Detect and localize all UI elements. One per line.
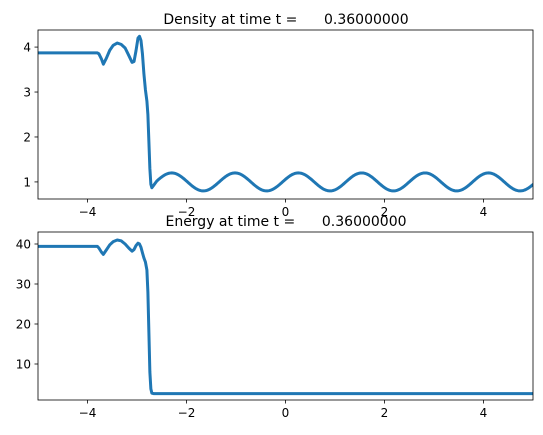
energy-y-tick-label: 10 [16,358,31,372]
density-y-tick-label: 4 [23,41,31,55]
density-series-line [38,34,533,193]
energy-x-tick-label: −2 [178,406,196,420]
energy-y-tick-label: 20 [16,318,31,332]
density-x-tick-label: 2 [381,205,389,219]
energy-title: Energy at time t = 0.36000000 [165,214,406,230]
density-x-tick-label: −2 [178,205,196,219]
energy-series-line [38,238,533,396]
density-y-tick-label: 2 [23,130,31,144]
energy-x-ticks: −4 −2 0 2 4 [79,400,488,420]
density-x-tick-label: −4 [79,205,97,219]
energy-y-tick-label: 30 [16,278,31,292]
density-curve-layer [38,34,533,193]
energy-x-tick-label: 4 [480,406,488,420]
density-x-tick-label: 4 [480,205,488,219]
density-axes-frame [37,29,534,200]
density-x-tick-label: 0 [282,205,290,219]
energy-axes-frame [37,231,534,401]
density-subplot: Density at time t = 0.36000000 −4 −2 0 2 4 1… [23,12,534,219]
energy-x-tick-label: 2 [381,406,389,420]
density-y-ticks: 1 2 3 4 [23,41,38,189]
energy-curve-layer [38,238,533,396]
density-title: Density at time t = 0.36000000 [163,12,408,28]
energy-x-tick-label: −4 [79,406,97,420]
energy-subplot: −4 −2 0 2 4 10 20 30 40 Energy at time t = 0.36… [16,214,534,420]
energy-y-ticks: 10 20 30 40 [16,238,38,372]
energy-y-tick-label: 40 [16,238,31,252]
energy-x-tick-label: 0 [282,406,290,420]
density-y-tick-label: 1 [23,175,31,189]
density-x-ticks: −4 −2 0 2 4 [79,199,488,219]
density-y-tick-label: 3 [23,86,31,100]
